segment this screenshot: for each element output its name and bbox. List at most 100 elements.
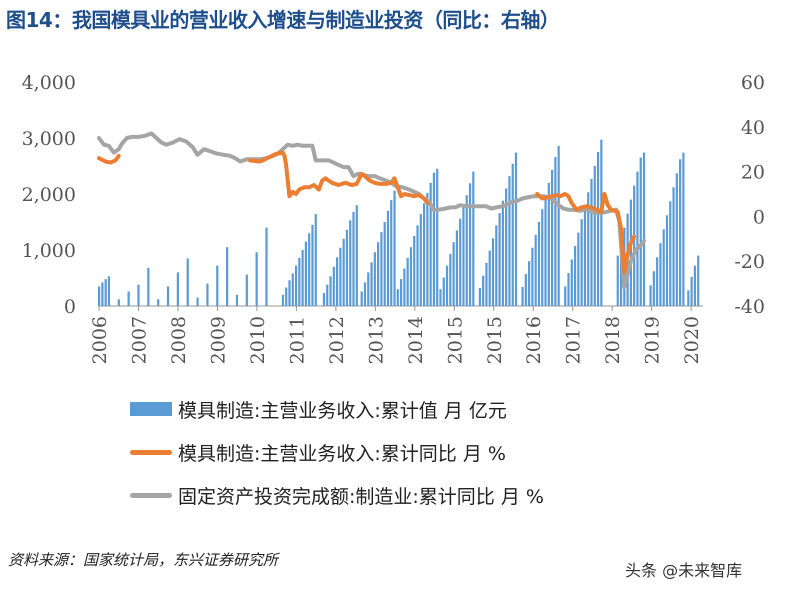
bar xyxy=(465,195,468,306)
bar xyxy=(690,276,693,306)
x-tick-label: 2008 xyxy=(168,316,190,364)
bar xyxy=(511,163,514,306)
bar xyxy=(360,291,363,306)
bar xyxy=(314,214,317,306)
bar xyxy=(436,168,439,306)
right-tick-label: -20 xyxy=(734,251,765,273)
bar xyxy=(662,229,665,306)
bar xyxy=(459,218,462,306)
bar xyxy=(345,229,349,306)
series-line-orange xyxy=(248,150,430,205)
bar xyxy=(590,178,593,306)
bar xyxy=(455,230,459,306)
bar xyxy=(580,219,583,306)
bar xyxy=(322,293,326,306)
bar xyxy=(383,222,386,306)
x-tick-label: 2018 xyxy=(602,316,624,364)
bar xyxy=(157,299,160,306)
bar xyxy=(332,266,335,306)
bar xyxy=(495,225,498,306)
bar xyxy=(298,257,301,306)
bar xyxy=(541,209,544,306)
bar xyxy=(349,220,352,306)
bar xyxy=(226,247,229,306)
x-tick-label: 2009 xyxy=(207,316,229,364)
bar xyxy=(583,205,587,306)
x-tick-label: 2016 xyxy=(523,316,545,364)
bar xyxy=(396,289,399,306)
bar xyxy=(547,182,550,306)
bar xyxy=(531,247,534,306)
right-tick-label: 40 xyxy=(741,117,765,139)
bar xyxy=(697,255,700,306)
bar xyxy=(390,200,393,306)
bar xyxy=(573,246,577,306)
right-tick-label: 20 xyxy=(741,162,765,184)
bar xyxy=(255,252,258,306)
bar xyxy=(452,242,455,306)
bar xyxy=(377,242,380,306)
x-tick-label: 2006 xyxy=(89,316,111,364)
bar xyxy=(649,285,652,306)
bar xyxy=(429,182,432,306)
bar xyxy=(308,233,311,306)
bar xyxy=(419,214,422,306)
bar xyxy=(485,262,488,306)
bar xyxy=(498,213,501,306)
bar xyxy=(693,265,696,306)
bar xyxy=(679,159,682,306)
bar xyxy=(329,276,332,306)
x-tick-label: 2012 xyxy=(326,316,348,364)
bar xyxy=(137,284,140,306)
bar xyxy=(339,247,342,306)
legend-item-orange: 模具制造:主营业务收入:累计同比 月 % xyxy=(130,439,506,465)
bar xyxy=(442,277,445,306)
right-tick-label: -40 xyxy=(734,296,765,318)
bar xyxy=(528,261,531,306)
bar xyxy=(593,166,596,306)
bar xyxy=(505,188,508,306)
bar xyxy=(367,272,370,306)
legend-swatch-gray xyxy=(130,492,172,498)
bar xyxy=(656,257,659,306)
bar xyxy=(633,185,636,306)
bar xyxy=(342,238,345,306)
bar xyxy=(675,173,678,306)
x-tick-label: 2020 xyxy=(681,316,703,364)
bar xyxy=(501,200,504,306)
bar xyxy=(537,222,541,306)
bar xyxy=(393,190,396,306)
right-tick-label: 0 xyxy=(753,206,765,228)
x-tick-label: 2013 xyxy=(365,316,387,364)
x-tick-label: 2019 xyxy=(642,316,664,364)
bar xyxy=(551,169,554,306)
bar xyxy=(107,276,111,306)
bar xyxy=(352,211,355,306)
bar xyxy=(166,286,170,306)
bar xyxy=(186,258,189,306)
bar xyxy=(104,279,107,306)
bar xyxy=(101,282,104,306)
bar xyxy=(524,274,527,306)
bar xyxy=(669,201,672,306)
bar xyxy=(629,199,632,306)
left-tick-label: 4,000 xyxy=(22,72,76,94)
bar xyxy=(687,290,690,306)
bar xyxy=(326,284,329,306)
bar xyxy=(482,275,485,306)
bar xyxy=(682,152,685,306)
series-line-orange xyxy=(535,192,637,275)
bar xyxy=(117,299,120,306)
bar xyxy=(406,257,409,306)
legend-item-gray: 固定资产投资完成额:制造业:累计同比 月 % xyxy=(130,482,544,508)
bar xyxy=(409,247,413,306)
bar xyxy=(472,171,475,306)
bar xyxy=(544,195,547,306)
bar xyxy=(600,139,603,306)
legend-label-gray: 固定资产投资完成额:制造业:累计同比 月 % xyxy=(178,485,544,508)
bar xyxy=(206,283,209,306)
bar xyxy=(400,279,403,306)
series-line-orange xyxy=(97,153,121,165)
bar xyxy=(488,250,491,306)
legend-label-bar: 模具制造:主营业务收入:累计值 月 亿元 xyxy=(178,399,507,422)
